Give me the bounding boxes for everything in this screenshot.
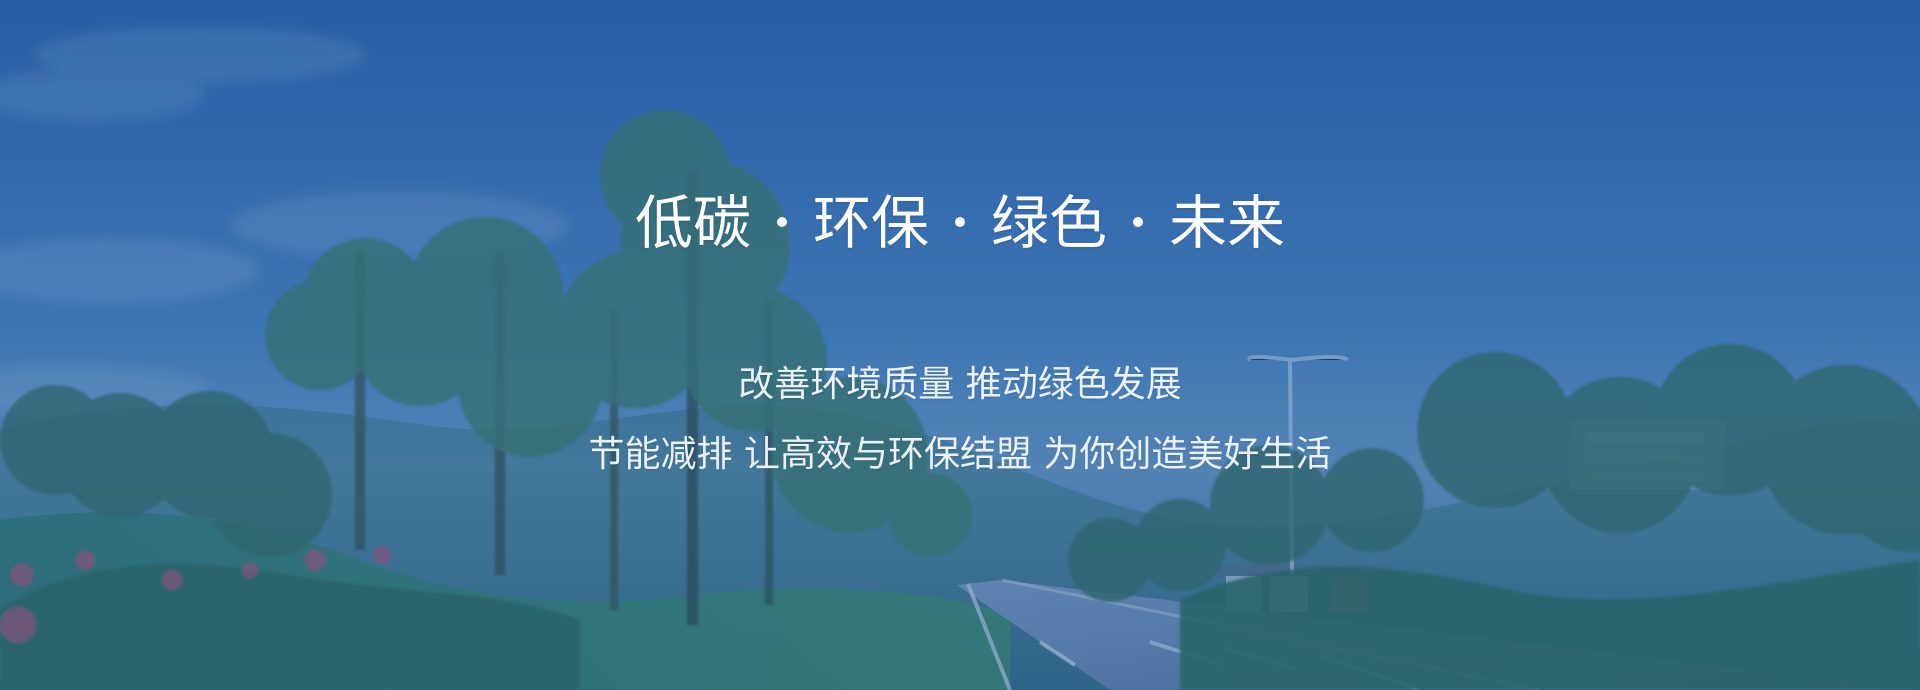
subtitle-line-2: 节能减排 让高效与环保结盟 为你创造美好生活: [588, 434, 1332, 475]
headline-word-future: 未来: [1169, 188, 1286, 257]
headline-dot-separator: [1133, 216, 1144, 227]
headline-word-environmental: 环保: [812, 188, 929, 257]
headline-word-green: 绿色: [991, 188, 1108, 257]
headline-dot-separator: [955, 216, 965, 227]
subtitle-line-1: 改善环境质量 推动绿色发展: [738, 364, 1182, 405]
headline-dot-separator: [776, 216, 787, 227]
headline-word-low-carbon: 低碳: [634, 188, 751, 257]
headline: 低碳 环保 绿色 未来: [0, 184, 1920, 258]
